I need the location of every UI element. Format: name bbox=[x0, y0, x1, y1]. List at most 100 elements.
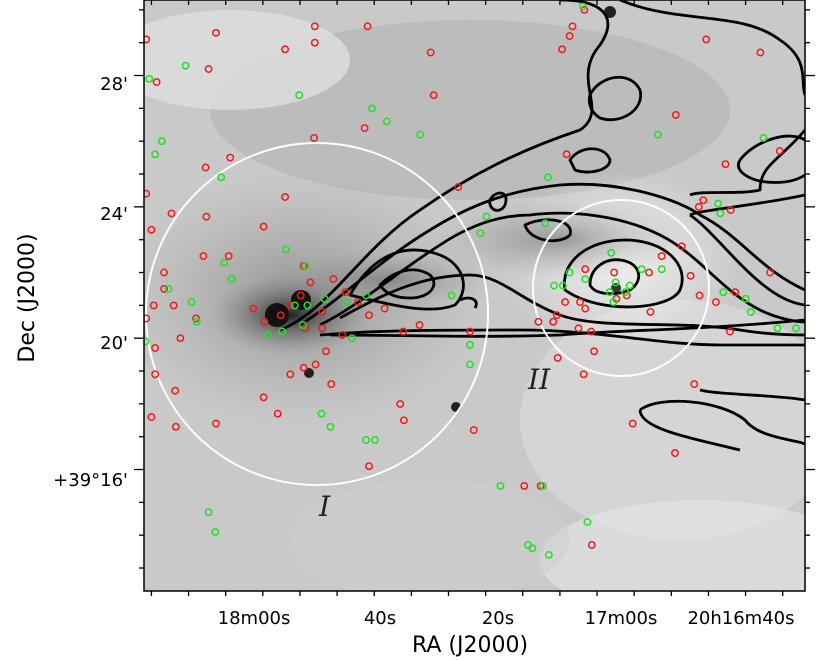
red-source-marker bbox=[171, 386, 180, 395]
red-source-marker bbox=[273, 409, 282, 418]
red-source-marker bbox=[338, 330, 347, 339]
x-tick-label: 40s bbox=[364, 608, 396, 629]
green-source-marker bbox=[550, 281, 558, 290]
y-axis-ticks bbox=[134, 9, 815, 569]
red-source-marker bbox=[587, 327, 596, 336]
red-source-marker bbox=[646, 307, 655, 316]
green-source-marker bbox=[181, 61, 190, 70]
green-source-marker bbox=[192, 317, 201, 326]
red-source-marker bbox=[553, 353, 562, 362]
red-source-marker bbox=[147, 413, 156, 421]
red-source-marker bbox=[694, 202, 703, 211]
green-source-marker bbox=[482, 212, 491, 221]
red-source-marker bbox=[731, 288, 740, 297]
red-source-marker bbox=[341, 288, 350, 297]
red-source-marker bbox=[259, 393, 268, 402]
green-source-marker bbox=[538, 481, 547, 490]
red-source-marker bbox=[144, 189, 151, 198]
green-source-marker bbox=[716, 209, 725, 218]
green-source-marker bbox=[301, 262, 310, 270]
red-source-marker bbox=[152, 78, 161, 87]
red-source-marker bbox=[151, 370, 160, 379]
green-source-marker bbox=[741, 294, 750, 303]
red-source-marker bbox=[363, 22, 372, 31]
red-source-marker bbox=[534, 317, 543, 326]
red-source-marker bbox=[671, 449, 679, 458]
y-tick-label: 24' bbox=[100, 204, 128, 225]
red-source-marker bbox=[124, 358, 130, 364]
red-source-marker bbox=[454, 183, 463, 192]
green-source-marker bbox=[773, 324, 782, 333]
red-source-marker bbox=[365, 311, 373, 320]
green-source-marker bbox=[447, 291, 456, 300]
red-source-marker bbox=[429, 91, 438, 100]
contour-inner-9 bbox=[638, 388, 805, 452]
contour-lines bbox=[279, 0, 805, 452]
red-source-marker bbox=[310, 133, 319, 142]
x-axis-tick-labels: 18m00s 40s 20s 17m00s 20h16m40s bbox=[218, 608, 795, 629]
green-source-marker bbox=[541, 219, 550, 228]
x-tick-label: 18m00s bbox=[218, 608, 291, 629]
red-source-marker bbox=[286, 370, 295, 379]
region-label-I: I bbox=[318, 490, 331, 523]
green-source-marker bbox=[611, 278, 620, 287]
red-source-marker bbox=[686, 271, 695, 280]
red-source-marker bbox=[276, 311, 285, 320]
green-source-marker bbox=[326, 422, 335, 431]
green-source-marker bbox=[204, 508, 213, 517]
green-source-marker bbox=[151, 150, 160, 159]
red-source-marker bbox=[204, 65, 213, 73]
red-source-marker bbox=[226, 153, 235, 162]
green-source-marker bbox=[303, 301, 312, 310]
green-source-marker bbox=[416, 130, 425, 139]
green-source-marker bbox=[157, 137, 166, 146]
red-source-marker bbox=[671, 110, 680, 119]
x-tick-label: 20h16m40s bbox=[687, 608, 794, 629]
red-source-marker bbox=[310, 22, 319, 31]
green-source-marker bbox=[605, 288, 614, 297]
green-source-marker bbox=[714, 199, 723, 208]
green-source-marker bbox=[264, 330, 272, 339]
red-source-marker bbox=[144, 35, 151, 44]
red-source-marker bbox=[322, 347, 330, 356]
red-source-marker bbox=[110, 322, 116, 328]
red-source-marker bbox=[520, 481, 529, 490]
green-source-marker bbox=[607, 248, 616, 257]
red-source-marker bbox=[581, 265, 590, 274]
y-tick-label: 28' bbox=[100, 74, 128, 95]
red-source-marker bbox=[677, 242, 686, 251]
red-source-marker bbox=[579, 370, 588, 379]
green-source-marker bbox=[637, 265, 646, 274]
red-source-marker bbox=[327, 380, 336, 389]
green-source-marker bbox=[496, 481, 505, 490]
red-source-marker bbox=[561, 298, 570, 307]
plot-frame bbox=[134, 0, 815, 596]
green-source-marker bbox=[565, 268, 574, 277]
region-circles: I II bbox=[145, 142, 710, 523]
red-source-marker bbox=[695, 291, 704, 300]
red-source-marker bbox=[160, 284, 169, 293]
red-source-marker bbox=[657, 252, 666, 261]
green-source-marker bbox=[227, 275, 236, 284]
green-source-marker bbox=[281, 245, 290, 254]
region-circle-I bbox=[145, 142, 489, 486]
green-source-marker bbox=[544, 173, 552, 182]
red-source-marker bbox=[353, 298, 362, 307]
green-source-marker bbox=[133, 315, 139, 321]
contour-inner-6 bbox=[587, 75, 642, 121]
red-source-marker bbox=[116, 243, 122, 249]
green-source-marker bbox=[371, 436, 379, 444]
green-source-marker bbox=[362, 436, 371, 444]
red-source-marker bbox=[587, 541, 596, 549]
red-source-marker bbox=[628, 419, 637, 428]
green-source-marker bbox=[382, 117, 391, 126]
red-source-marker bbox=[399, 416, 408, 425]
red-source-marker bbox=[281, 45, 290, 54]
red-source-marker bbox=[610, 268, 619, 277]
red-source-marker bbox=[149, 301, 158, 310]
green-source-marker bbox=[145, 74, 154, 83]
contour-inner-2 bbox=[378, 268, 436, 300]
y-axis-tick-labels: +39°16' 20' 24' 28' bbox=[53, 74, 128, 491]
x-axis-title: RA (J2000) bbox=[412, 633, 528, 658]
green-source-marker bbox=[348, 334, 356, 343]
